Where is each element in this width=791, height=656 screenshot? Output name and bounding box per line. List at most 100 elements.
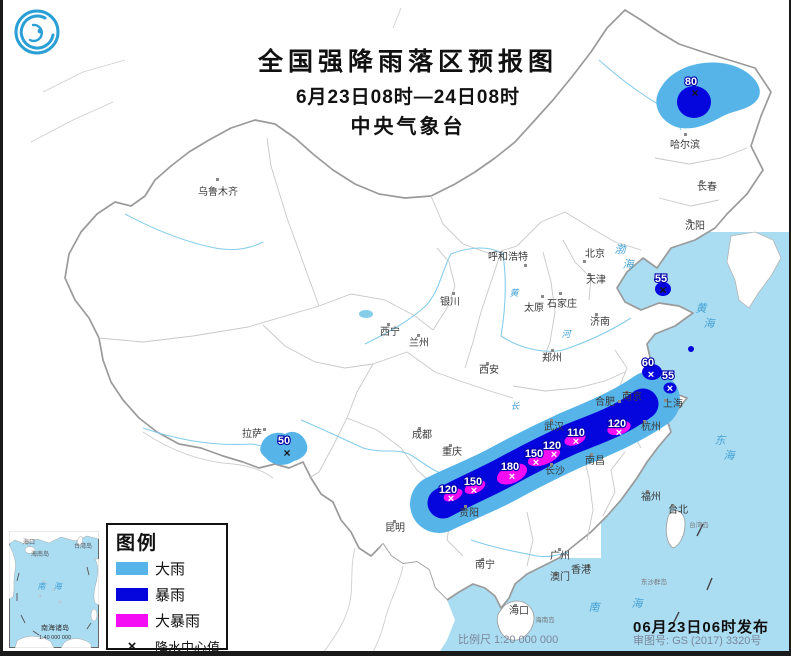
city-label: 广州: [550, 550, 570, 562]
rain-center-value: 180: [501, 461, 519, 473]
city-label: 香港: [571, 564, 591, 576]
map-scale: 比例尺 1:20 000 000: [458, 634, 559, 646]
river-labels: 黄河长: [509, 288, 572, 411]
city-dot: [514, 604, 517, 607]
sea-label: 黄: [696, 302, 709, 315]
cma-logo: [14, 9, 60, 55]
rain-center-value: 120: [543, 440, 561, 452]
city-label: 西宁: [380, 325, 400, 338]
city-label: 上海: [663, 397, 683, 410]
city-label: 重庆: [442, 445, 462, 458]
inset-label: 海南岛: [31, 550, 49, 558]
city-label: 南昌: [585, 454, 605, 467]
city-dot: [464, 505, 467, 508]
city-dot: [481, 558, 484, 561]
city-label: 郑州: [542, 351, 562, 364]
city-label: 银川: [440, 295, 460, 308]
rain-center-mark: ×: [573, 436, 579, 448]
city-label: 福州: [641, 490, 661, 503]
inset-dashes: [16, 566, 92, 636]
city-dot: [625, 391, 628, 394]
city-label: 太原: [524, 301, 544, 314]
forecast-period: 6月23日08时—24日08时: [295, 87, 521, 108]
city-dot: [664, 399, 667, 402]
rain-center-value: 60: [642, 357, 654, 369]
city-label: 南京: [622, 390, 642, 403]
city-dot: [646, 490, 649, 493]
city-label: 澳门: [550, 570, 570, 583]
rain-center-mark: ×: [509, 471, 515, 483]
legend-swatch: [116, 561, 148, 575]
rain-center-mark: ×: [667, 383, 673, 395]
legend-label: 降水中心值: [155, 639, 221, 655]
city-label: 海口: [509, 604, 529, 617]
rain-center-value: 110: [567, 427, 585, 439]
river-label: 长: [510, 401, 520, 411]
legend-item: 大暴雨: [116, 607, 226, 633]
sea-label: 海: [632, 597, 645, 610]
city-dot: [550, 419, 553, 422]
city-dot: [700, 180, 703, 183]
city-label: 哈尔滨: [670, 138, 700, 151]
city-dot: [590, 453, 593, 456]
city-label: 北京: [585, 247, 605, 260]
city-dot: [418, 427, 421, 430]
river-label: 黄: [509, 288, 519, 298]
legend-label: 大暴雨: [155, 612, 201, 630]
legend-label: 大雨: [155, 560, 186, 578]
rain-center-mark: ×: [448, 493, 454, 505]
city-label: 沈阳: [685, 219, 705, 232]
rain-center-value: 80: [685, 76, 697, 88]
rain-center-value: 120: [608, 418, 626, 430]
foreign-boundaries: [30, 7, 404, 651]
city-label: 长春: [697, 181, 717, 193]
city-dot: [558, 548, 561, 551]
city-dot: [263, 428, 266, 431]
inset-label: 海口: [23, 538, 35, 546]
inset-label: 南 海: [37, 582, 64, 591]
city-label: 拉萨: [242, 427, 262, 440]
city-dot: [452, 292, 455, 295]
sea-labels: 渤海黄海东海南海: [589, 243, 737, 614]
city-dot: [554, 573, 557, 576]
city-dot: [583, 260, 586, 263]
sea-boundary-dashes: [672, 523, 713, 625]
inset-label: 南海诸岛: [41, 623, 69, 632]
legend-item: 大雨: [116, 555, 226, 581]
city-label: 台北: [668, 503, 688, 516]
city-dot: [643, 420, 646, 423]
city-dots: [216, 133, 703, 607]
inset-label: 1:40 000 000: [39, 635, 71, 641]
rain-center-mark: ×: [648, 369, 654, 381]
city-label: 西安: [479, 363, 499, 376]
city-dot: [559, 292, 562, 295]
page-title: 全国强降雨落区预报图: [257, 48, 559, 76]
rain-center-mark: ×: [659, 283, 666, 297]
city-dot: [618, 400, 621, 403]
legend-swatch: [116, 613, 148, 627]
issue-time: 06月23日06时发布: [633, 619, 770, 636]
city-label: 石家庄: [547, 297, 577, 310]
rain-center-value: 50: [278, 435, 290, 447]
inset-label: 台湾岛: [74, 542, 92, 550]
rain-center-value: 150: [525, 448, 543, 460]
rain-center-mark: ×: [691, 86, 698, 100]
rain-severe-storm-cells: [443, 420, 631, 502]
island-label: 台湾岛: [689, 520, 709, 529]
inset-land: [9, 531, 99, 648]
city-label: 武汉: [544, 420, 564, 433]
sea-label: 海: [724, 449, 737, 462]
city-dot: [587, 564, 590, 567]
river-label: 河: [561, 329, 572, 339]
rain-center-mark: ×: [533, 457, 539, 469]
legend-swatch: [116, 587, 148, 601]
city-dot: [550, 463, 553, 466]
legend-item: × 降水中心值: [116, 633, 226, 655]
sea-label: 渤: [615, 243, 628, 256]
city-dot: [393, 520, 396, 523]
city-dot: [688, 219, 691, 222]
legend-box: 图例 大雨 暴雨 大暴雨 × 降水中心值: [106, 523, 228, 651]
rain-center-mark: ×: [283, 446, 290, 460]
city-label: 呼和浩特: [488, 251, 528, 263]
